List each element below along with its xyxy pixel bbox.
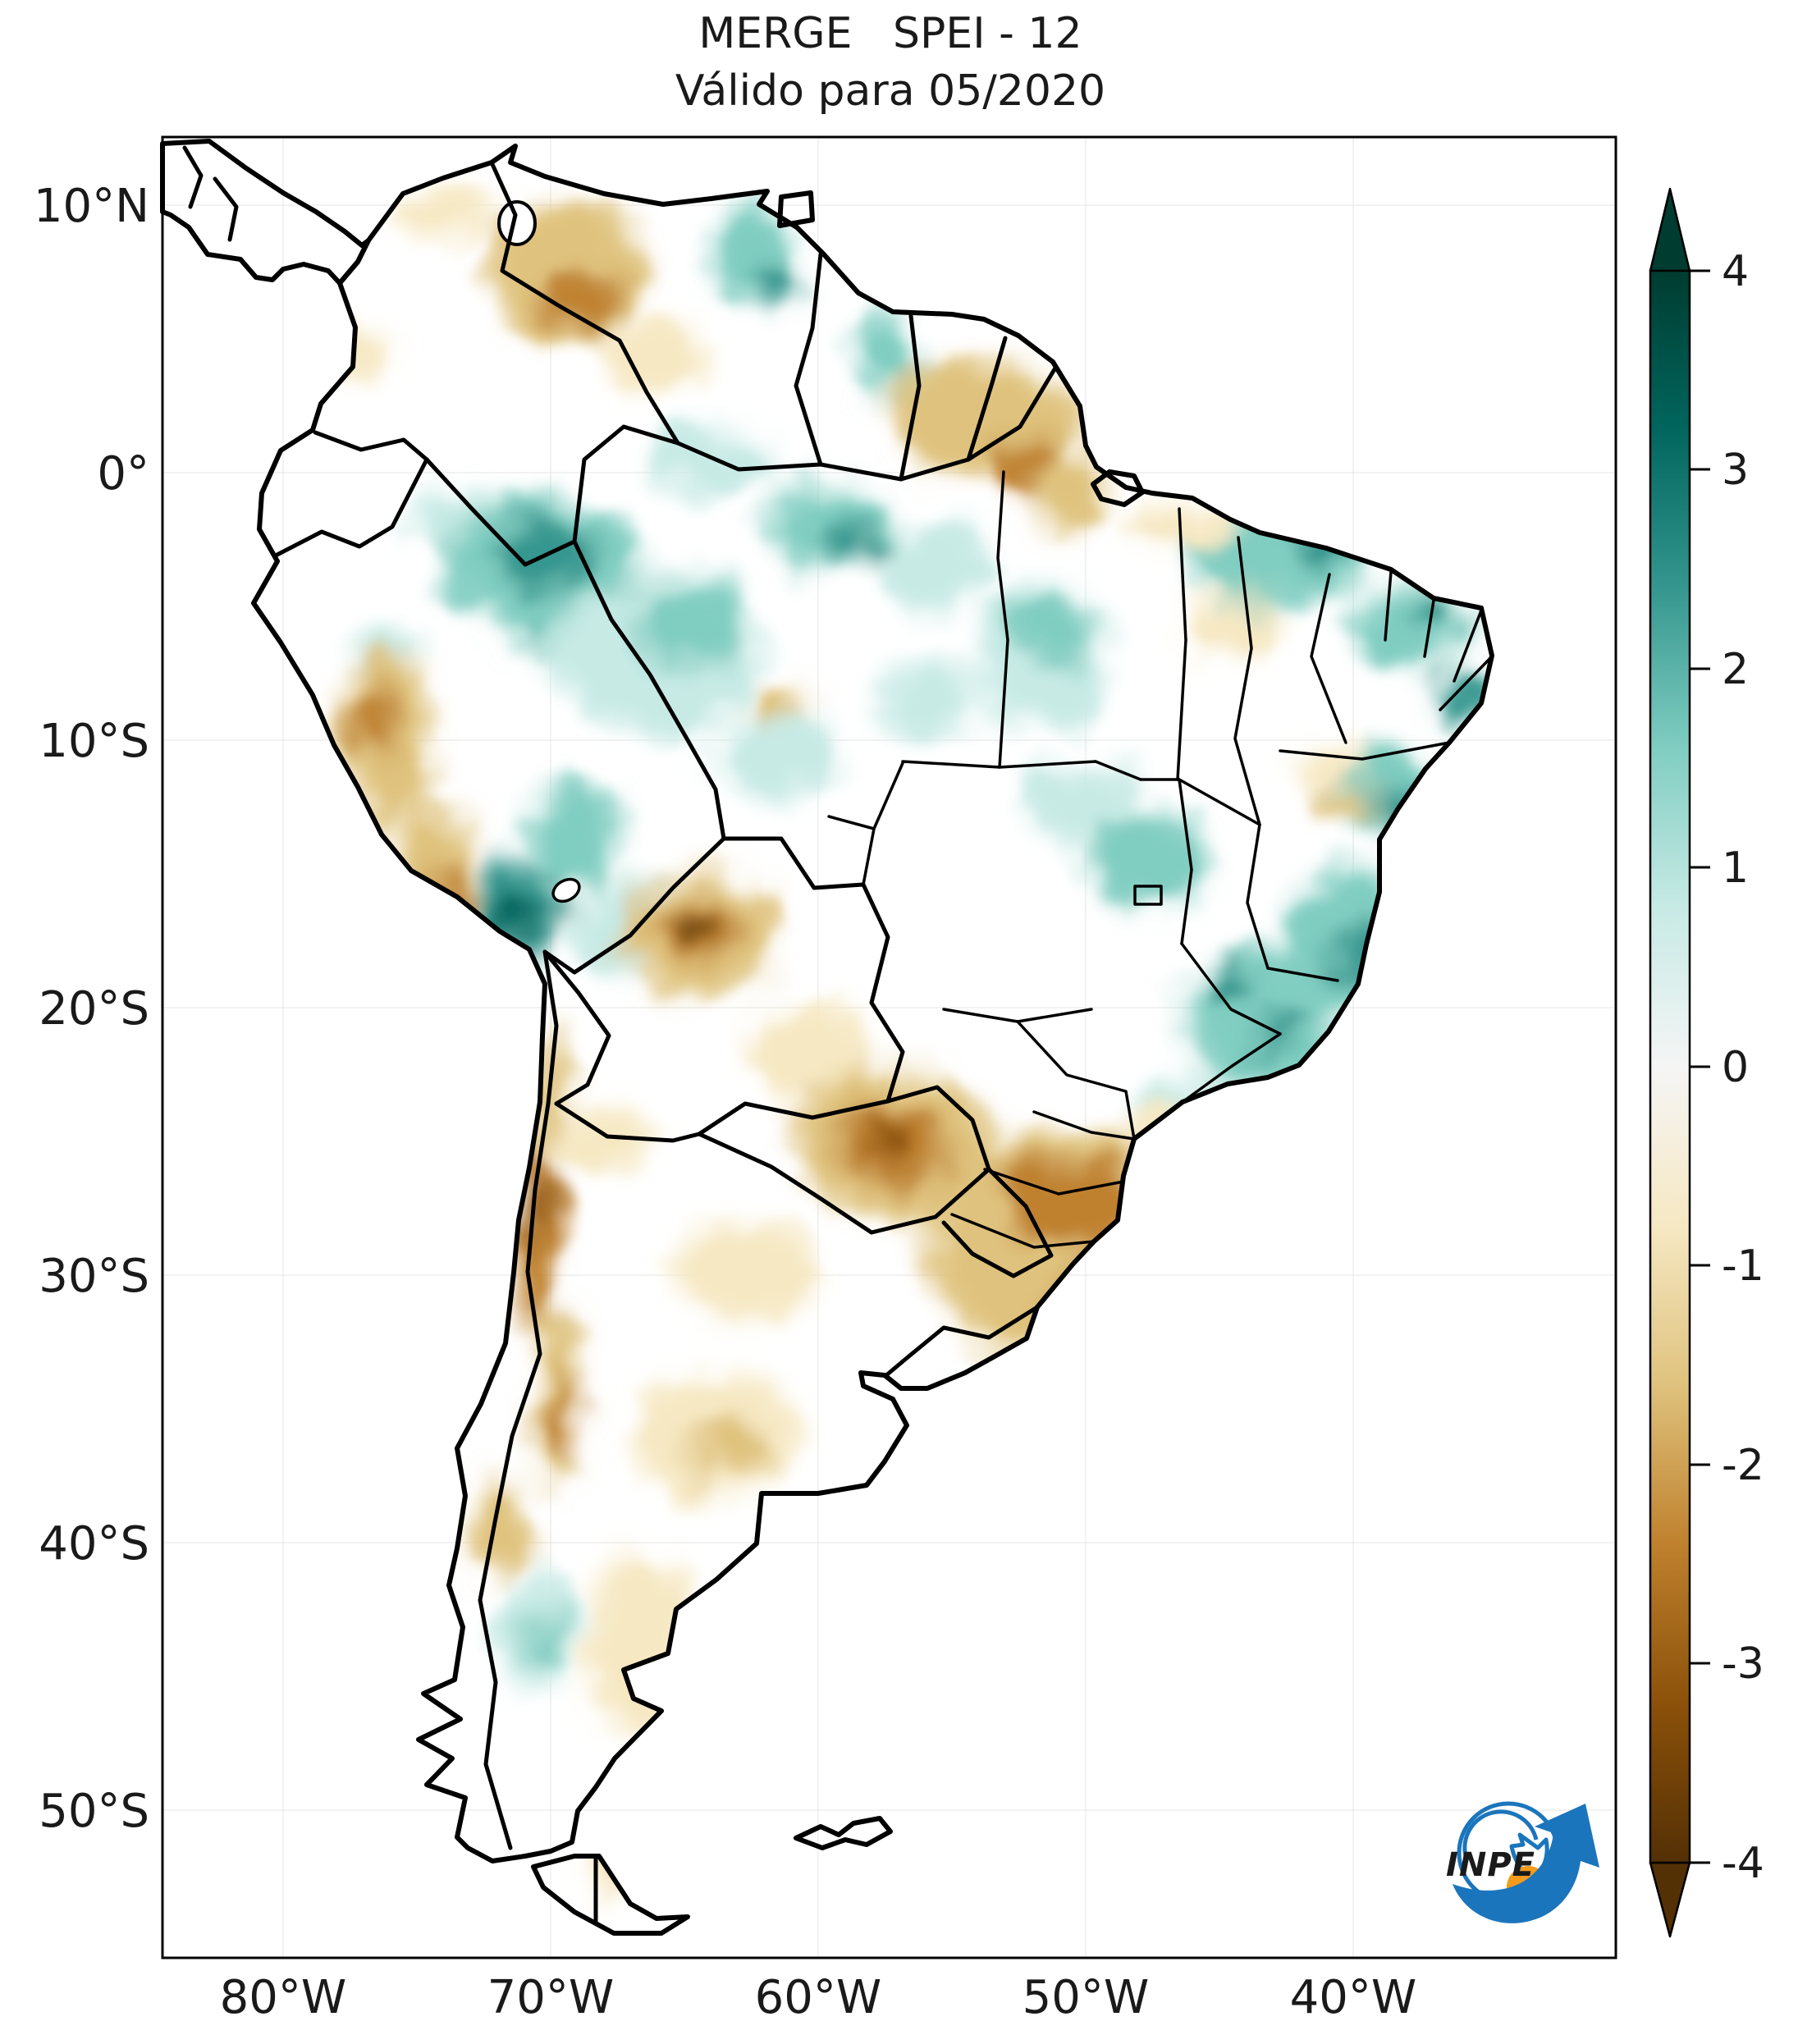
x-tick-label: 40°W — [1290, 1971, 1417, 2024]
colorbar-tick-labels: 4 3 2 1 0 -1 -2 -3 -4 — [1722, 247, 1764, 1888]
x-tick-label: 60°W — [755, 1971, 882, 2024]
colorbar-tick-label: -3 — [1722, 1639, 1764, 1689]
colorbar-tick-label: -2 — [1722, 1441, 1764, 1490]
plot-title-line2: Válido para 05/2020 — [675, 66, 1105, 116]
distrito-federal-outline — [1133, 885, 1163, 906]
colorbar: 4 3 2 1 0 -1 -2 -3 -4 — [1649, 187, 1764, 1938]
colorbar-gradient — [1649, 269, 1691, 1864]
y-tick-label: 40°S — [39, 1517, 149, 1571]
y-tick-label: 10°S — [39, 715, 149, 768]
state-borders — [827, 470, 1492, 1249]
coastlines — [162, 141, 1492, 1933]
x-tick-label: 50°W — [1023, 1971, 1150, 2024]
x-axis-tick-labels: 80°W 70°W 60°W 50°W 40°W — [220, 1971, 1417, 2024]
colorbar-tick-label: 2 — [1722, 645, 1749, 694]
island-marajo — [1091, 469, 1145, 507]
islands-malvinas — [794, 1816, 893, 1850]
y-tick-label: 30°S — [39, 1250, 149, 1303]
colorbar-tick-label: 0 — [1722, 1043, 1749, 1092]
y-tick-label: 0° — [97, 447, 149, 501]
y-tick-label: 10°N — [34, 180, 149, 233]
inpe-logo-swoosh-arrow — [1453, 1804, 1599, 1923]
colorbar-tick-label: 1 — [1722, 844, 1749, 893]
colorbar-ticks — [1690, 269, 1710, 1864]
x-tick-label: 80°W — [220, 1971, 347, 2024]
inpe-logo-spiral — [1462, 1809, 1539, 1857]
lake-titicaca — [551, 877, 581, 903]
country-borders — [182, 145, 1059, 1933]
lake-maracaibo — [497, 200, 537, 246]
island-trinidad — [777, 190, 815, 228]
x-tick-label: 70°W — [487, 1971, 615, 2024]
colorbar-tick-label: -4 — [1722, 1839, 1764, 1888]
colorbar-tick-label: 3 — [1722, 446, 1749, 495]
inpe-logo: INPE — [1446, 1801, 1599, 1923]
y-axis-tick-labels: 10°N 0° 10°S 20°S 30°S 40°S 50°S — [34, 180, 149, 1838]
plot-frame — [161, 135, 1617, 1959]
y-tick-label: 20°S — [39, 982, 149, 1036]
colorbar-tick-label: -1 — [1722, 1241, 1764, 1291]
colorbar-tick-label: 4 — [1722, 247, 1749, 296]
inpe-logo-text: INPE — [1446, 1846, 1535, 1884]
plot-title-line1: MERGE SPEI - 12 — [698, 9, 1082, 58]
y-tick-label: 50°S — [39, 1785, 149, 1838]
